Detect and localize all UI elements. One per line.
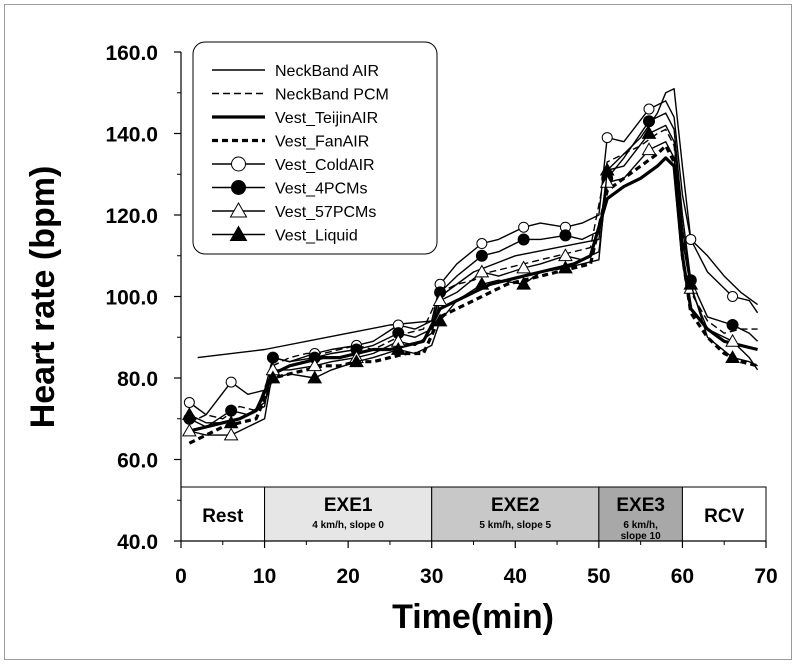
series-marker — [516, 260, 532, 274]
series-group — [181, 124, 758, 429]
legend-entry: NeckBand PCM — [212, 87, 389, 104]
series-marker — [225, 404, 238, 417]
series-group — [181, 140, 759, 441]
legend-label: Vest_4PCMs — [275, 181, 367, 198]
series-marker — [475, 249, 488, 262]
series-marker — [518, 221, 530, 233]
series-marker — [641, 125, 657, 139]
x-tick-label: 20 — [336, 565, 359, 588]
series-marker — [599, 174, 615, 188]
series-marker — [558, 260, 573, 274]
legend-label: NeckBand AIR — [275, 63, 379, 80]
y-tick-label: 60.0 — [117, 450, 158, 473]
series-marker — [349, 354, 364, 368]
legend-label: Vest_ColdAIR — [275, 157, 375, 174]
legend-entry: Vest_57PCMs — [212, 201, 376, 221]
legend-entry: Vest_ColdAIR — [212, 156, 375, 174]
series-marker — [476, 238, 488, 250]
series-marker — [223, 415, 239, 429]
series-marker — [432, 293, 448, 306]
phase-band — [598, 486, 683, 542]
series-marker — [643, 115, 655, 128]
series-marker — [517, 233, 530, 246]
x-tick-label: 30 — [420, 565, 443, 588]
phase-bands: Rest EXE1 4 km/h, slope 0 EXE2 5 km/h, slope… — [180, 486, 767, 542]
series-marker — [307, 370, 323, 384]
legend-marker — [229, 201, 248, 218]
x-tick-label: 0 — [175, 565, 187, 588]
series-marker — [223, 427, 239, 441]
x-axis-title: Time(min) — [392, 598, 554, 636]
series-marker — [599, 162, 615, 176]
series-marker — [390, 341, 406, 355]
legend-label: Vest_FanAIR — [275, 134, 369, 151]
x-tick-label: 10 — [253, 565, 276, 588]
series-marker — [559, 229, 572, 242]
phase-band — [264, 486, 433, 542]
series-marker — [181, 407, 197, 421]
phase-sublabel: 5 km/h, slope 5 — [479, 520, 551, 531]
phase-label: Rest — [202, 506, 244, 527]
legend-label: Vest_Liquid — [275, 228, 358, 245]
series-marker — [601, 132, 613, 144]
legend-marker — [231, 156, 246, 172]
series-line — [189, 124, 758, 424]
phase-sublabel: slope 10 — [621, 531, 661, 542]
y-axis-title: Heart rate (bpm) — [24, 166, 62, 429]
y-tick-label: 80.0 — [117, 368, 158, 391]
ticks: 0 10 20 30 40 50 60 70 40.0 60.0 80.0 100.0 120.0 140… — [105, 42, 777, 588]
legend-label: Vest_TeijinAIR — [275, 110, 378, 127]
series-marker — [432, 313, 448, 327]
series-marker — [685, 233, 697, 245]
x-tick-label: 50 — [587, 565, 610, 588]
y-tick-label: 120.0 — [105, 205, 158, 228]
y-tick-label: 140.0 — [105, 124, 158, 147]
series-marker — [643, 103, 655, 115]
phase-sublabel: 4 km/h, slope 0 — [312, 520, 384, 531]
series-marker — [725, 333, 740, 347]
legend-label: Vest_57PCMs — [275, 204, 376, 221]
series-marker — [516, 276, 532, 290]
series-marker — [725, 350, 740, 363]
x-tick-label: 60 — [671, 565, 694, 588]
series-marker — [474, 276, 490, 290]
series-marker — [726, 319, 739, 332]
series-marker — [225, 376, 237, 388]
phase-label: EXE3 — [616, 495, 665, 516]
phase-label: EXE2 — [491, 495, 540, 516]
y-tick-label: 40.0 — [117, 531, 158, 554]
legend-entry: Vest_4PCMs — [212, 180, 367, 198]
legend-entry: Vest_Liquid — [212, 225, 358, 245]
legend-marker — [231, 180, 246, 195]
legend-marker — [229, 225, 248, 241]
series-marker — [641, 142, 657, 156]
series-marker — [265, 370, 281, 384]
series-marker — [558, 248, 573, 262]
series — [181, 87, 759, 445]
series-marker — [183, 396, 195, 408]
legend-label: NeckBand PCM — [275, 87, 389, 104]
y-tick-label: 160.0 — [105, 42, 158, 65]
series-marker — [727, 291, 739, 302]
phase-label: EXE1 — [324, 495, 373, 516]
phase-sublabel: 6 km/h, — [623, 520, 658, 531]
legend-entry: NeckBand AIR — [212, 63, 379, 80]
series-line — [189, 140, 759, 436]
figure-frame — [4, 4, 792, 660]
legend-box — [192, 41, 438, 255]
x-tick-label: 40 — [504, 565, 527, 588]
legend-entry: Vest_TeijinAIR — [212, 110, 378, 127]
series-marker — [266, 351, 279, 364]
series-marker — [181, 423, 197, 437]
legend: NeckBand AIR NeckBand PCM Vest_TeijinAIR Ve… — [192, 41, 438, 255]
phase-label: RCV — [704, 506, 744, 527]
x-tick-label: 70 — [754, 565, 777, 588]
y-tick-label: 100.0 — [105, 287, 158, 310]
legend-entry: Vest_FanAIR — [212, 134, 369, 151]
series-line — [189, 112, 759, 428]
series-marker — [683, 276, 699, 290]
